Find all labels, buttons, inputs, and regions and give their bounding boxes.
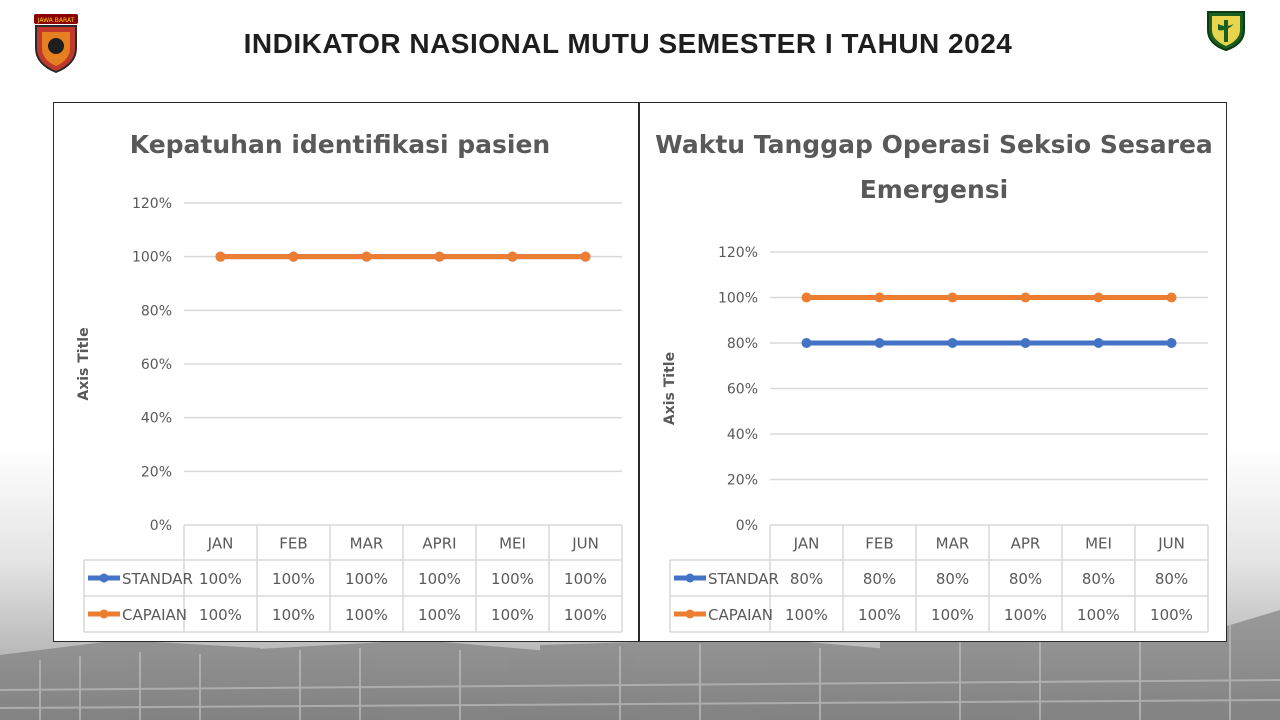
data-point-standar	[1166, 338, 1177, 348]
legend-entry: CAPAIAN	[122, 606, 187, 624]
data-label: 100%	[564, 570, 607, 588]
data-point-capaian	[947, 292, 958, 303]
legend-entry: CAPAIAN	[708, 606, 773, 624]
data-label: 80%	[1155, 570, 1188, 588]
x-tick-label: JAN	[793, 535, 820, 553]
medical-emblem-logo	[1207, 11, 1245, 52]
data-point-capaian	[434, 251, 445, 262]
x-tick-label: MEI	[499, 535, 526, 553]
y-tick-label: 0%	[736, 518, 758, 534]
data-label: 80%	[1082, 570, 1115, 588]
data-label: 100%	[345, 570, 388, 588]
y-tick-label: 20%	[727, 473, 758, 489]
x-tick-label: MEI	[1085, 535, 1112, 553]
x-tick-label: MAR	[350, 535, 384, 553]
x-tick-label: JUN	[1157, 535, 1185, 553]
data-point-capaian	[288, 251, 299, 262]
y-axis-title: Axis Title	[662, 352, 678, 425]
data-point-standar	[1020, 338, 1031, 348]
y-tick-label: 120%	[132, 196, 172, 212]
data-label: 100%	[272, 606, 315, 624]
data-label: 80%	[1009, 570, 1042, 588]
data-point-capaian	[801, 292, 812, 303]
data-label: 100%	[345, 606, 388, 624]
legend-marker	[685, 609, 695, 619]
data-label: 100%	[491, 606, 534, 624]
y-tick-label: 100%	[718, 291, 758, 307]
data-label: 100%	[564, 606, 607, 624]
chart-panel-1: Kepatuhan identifikasi pasien Axis Title 0…	[53, 102, 639, 642]
legend-entry: STANDAR	[708, 570, 779, 588]
data-point-capaian	[361, 251, 372, 262]
data-label: 100%	[199, 606, 242, 624]
y-tick-label: 40%	[141, 411, 172, 427]
data-label: 100%	[418, 606, 461, 624]
data-label: 100%	[1077, 606, 1120, 624]
police-shield-logo: JAWA BARAT	[34, 14, 78, 74]
data-label: 100%	[272, 570, 315, 588]
y-tick-label: 20%	[141, 464, 172, 480]
data-point-capaian	[874, 292, 885, 303]
data-point-capaian	[1020, 292, 1031, 303]
data-point-capaian	[1166, 292, 1177, 303]
chart-title-line: Waktu Tanggap Operasi Seksio Sesarea	[655, 130, 1213, 159]
y-tick-label: 0%	[150, 518, 172, 534]
y-tick-label: 100%	[132, 250, 172, 266]
chart-title-line: Emergensi	[860, 175, 1009, 204]
data-label: 100%	[858, 606, 901, 624]
x-tick-label: JAN	[207, 535, 234, 553]
x-tick-label: JUN	[571, 535, 599, 553]
y-tick-label: 120%	[718, 245, 758, 261]
chart-1: Kepatuhan identifikasi pasien Axis Title 0…	[76, 130, 623, 633]
data-point-capaian	[215, 251, 226, 262]
y-tick-label: 40%	[727, 427, 758, 443]
chart-2: Waktu Tanggap Operasi Seksio Sesarea Emer…	[655, 130, 1213, 633]
data-point-standar	[801, 338, 812, 348]
data-point-standar	[1093, 338, 1104, 348]
data-label: 80%	[936, 570, 969, 588]
page-title: INDIKATOR NASIONAL MUTU SEMESTER I TAHUN…	[243, 28, 1013, 59]
chart-title: Kepatuhan identifikasi pasien	[130, 130, 550, 159]
x-tick-label: FEB	[279, 535, 307, 553]
data-point-capaian	[1093, 292, 1104, 303]
y-tick-label: 80%	[727, 336, 758, 352]
data-point-capaian	[580, 251, 591, 262]
x-tick-label: APR	[1011, 535, 1041, 553]
data-point-standar	[874, 338, 885, 348]
x-tick-label: APRI	[422, 535, 456, 553]
data-label: 100%	[785, 606, 828, 624]
data-label: 100%	[199, 570, 242, 588]
x-tick-label: FEB	[865, 535, 893, 553]
data-point-capaian	[507, 251, 518, 262]
x-tick-label: MAR	[936, 535, 970, 553]
data-label: 80%	[863, 570, 896, 588]
data-label: 100%	[491, 570, 534, 588]
legend-marker	[99, 609, 109, 619]
data-label: 80%	[790, 570, 823, 588]
data-label: 100%	[931, 606, 974, 624]
legend-entry: STANDAR	[122, 570, 193, 588]
data-label: 100%	[418, 570, 461, 588]
logo-label: JAWA BARAT	[37, 17, 75, 24]
data-point-standar	[947, 338, 958, 348]
chart-panel-2: Waktu Tanggap Operasi Seksio Sesarea Emer…	[639, 102, 1227, 642]
y-tick-label: 60%	[727, 382, 758, 398]
y-tick-label: 80%	[141, 303, 172, 319]
legend-marker	[685, 573, 695, 583]
data-label: 100%	[1004, 606, 1047, 624]
y-tick-label: 60%	[141, 357, 172, 373]
legend-marker	[99, 573, 109, 583]
data-label: 100%	[1150, 606, 1193, 624]
y-axis-title: Axis Title	[76, 327, 92, 400]
